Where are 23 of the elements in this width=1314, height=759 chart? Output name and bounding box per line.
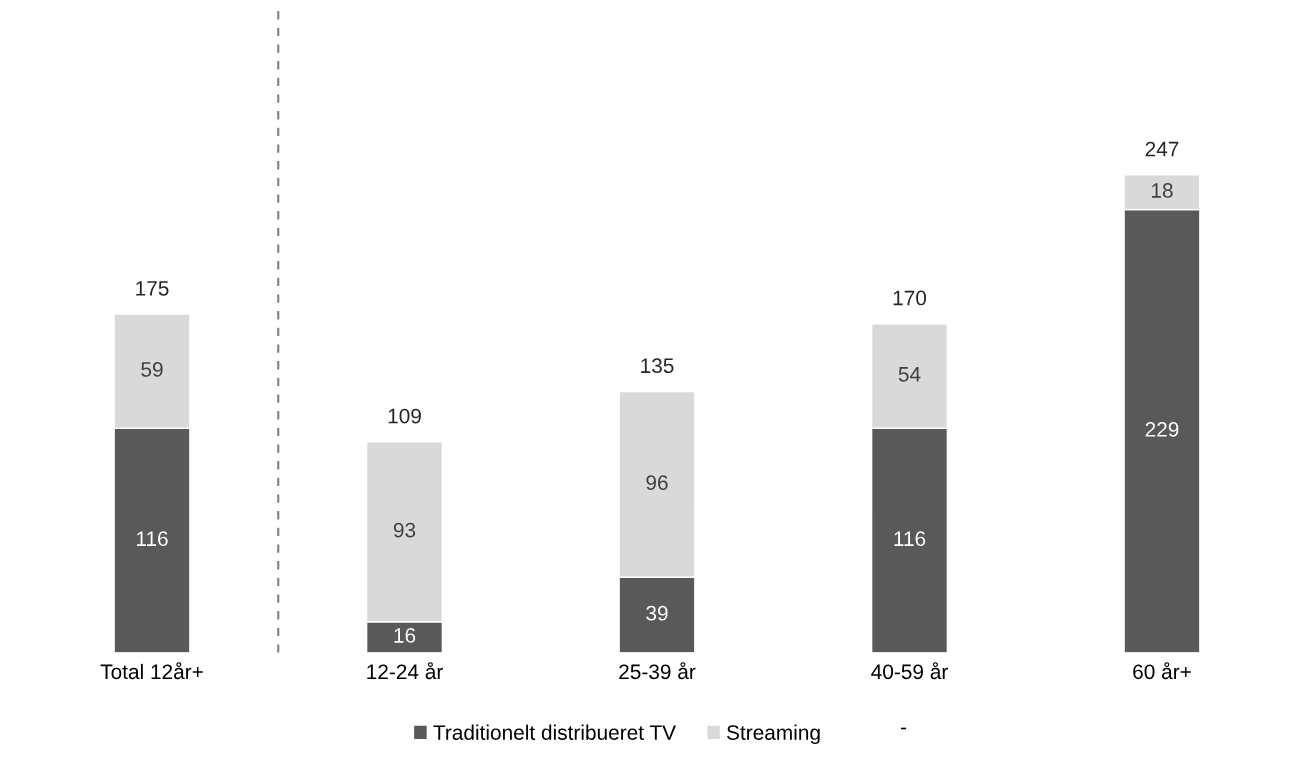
data-label: 59 [141,362,163,377]
total-label: 135 [641,358,674,374]
total-label: 170 [893,290,927,306]
data-label: 229 [1145,422,1179,437]
x-tick-label: Total 12år+ [100,662,203,680]
x-tick-label: 40-59 år [871,662,948,680]
data-label: 93 [393,522,416,538]
total-label: 175 [136,281,169,296]
data-label: 18 [1151,183,1173,198]
data-label: 96 [646,475,668,491]
text: - [901,727,907,730]
data-label: 116 [894,531,926,547]
data-label: 39 [646,605,668,621]
total-label: 109 [388,408,421,424]
data-label: 16 [394,628,416,643]
data-label: 116 [136,531,168,547]
legend-label: Traditionelt distribueret TV [433,724,676,740]
x-tick-label: 25-39 år [619,662,696,680]
legend-label: Streaming [727,724,820,745]
x-tick-label: 12-24 år [367,662,443,680]
total-label: 247 [1145,141,1179,157]
data-label: 54 [898,367,921,382]
x-tick-label: 60 år+ [1133,662,1191,680]
